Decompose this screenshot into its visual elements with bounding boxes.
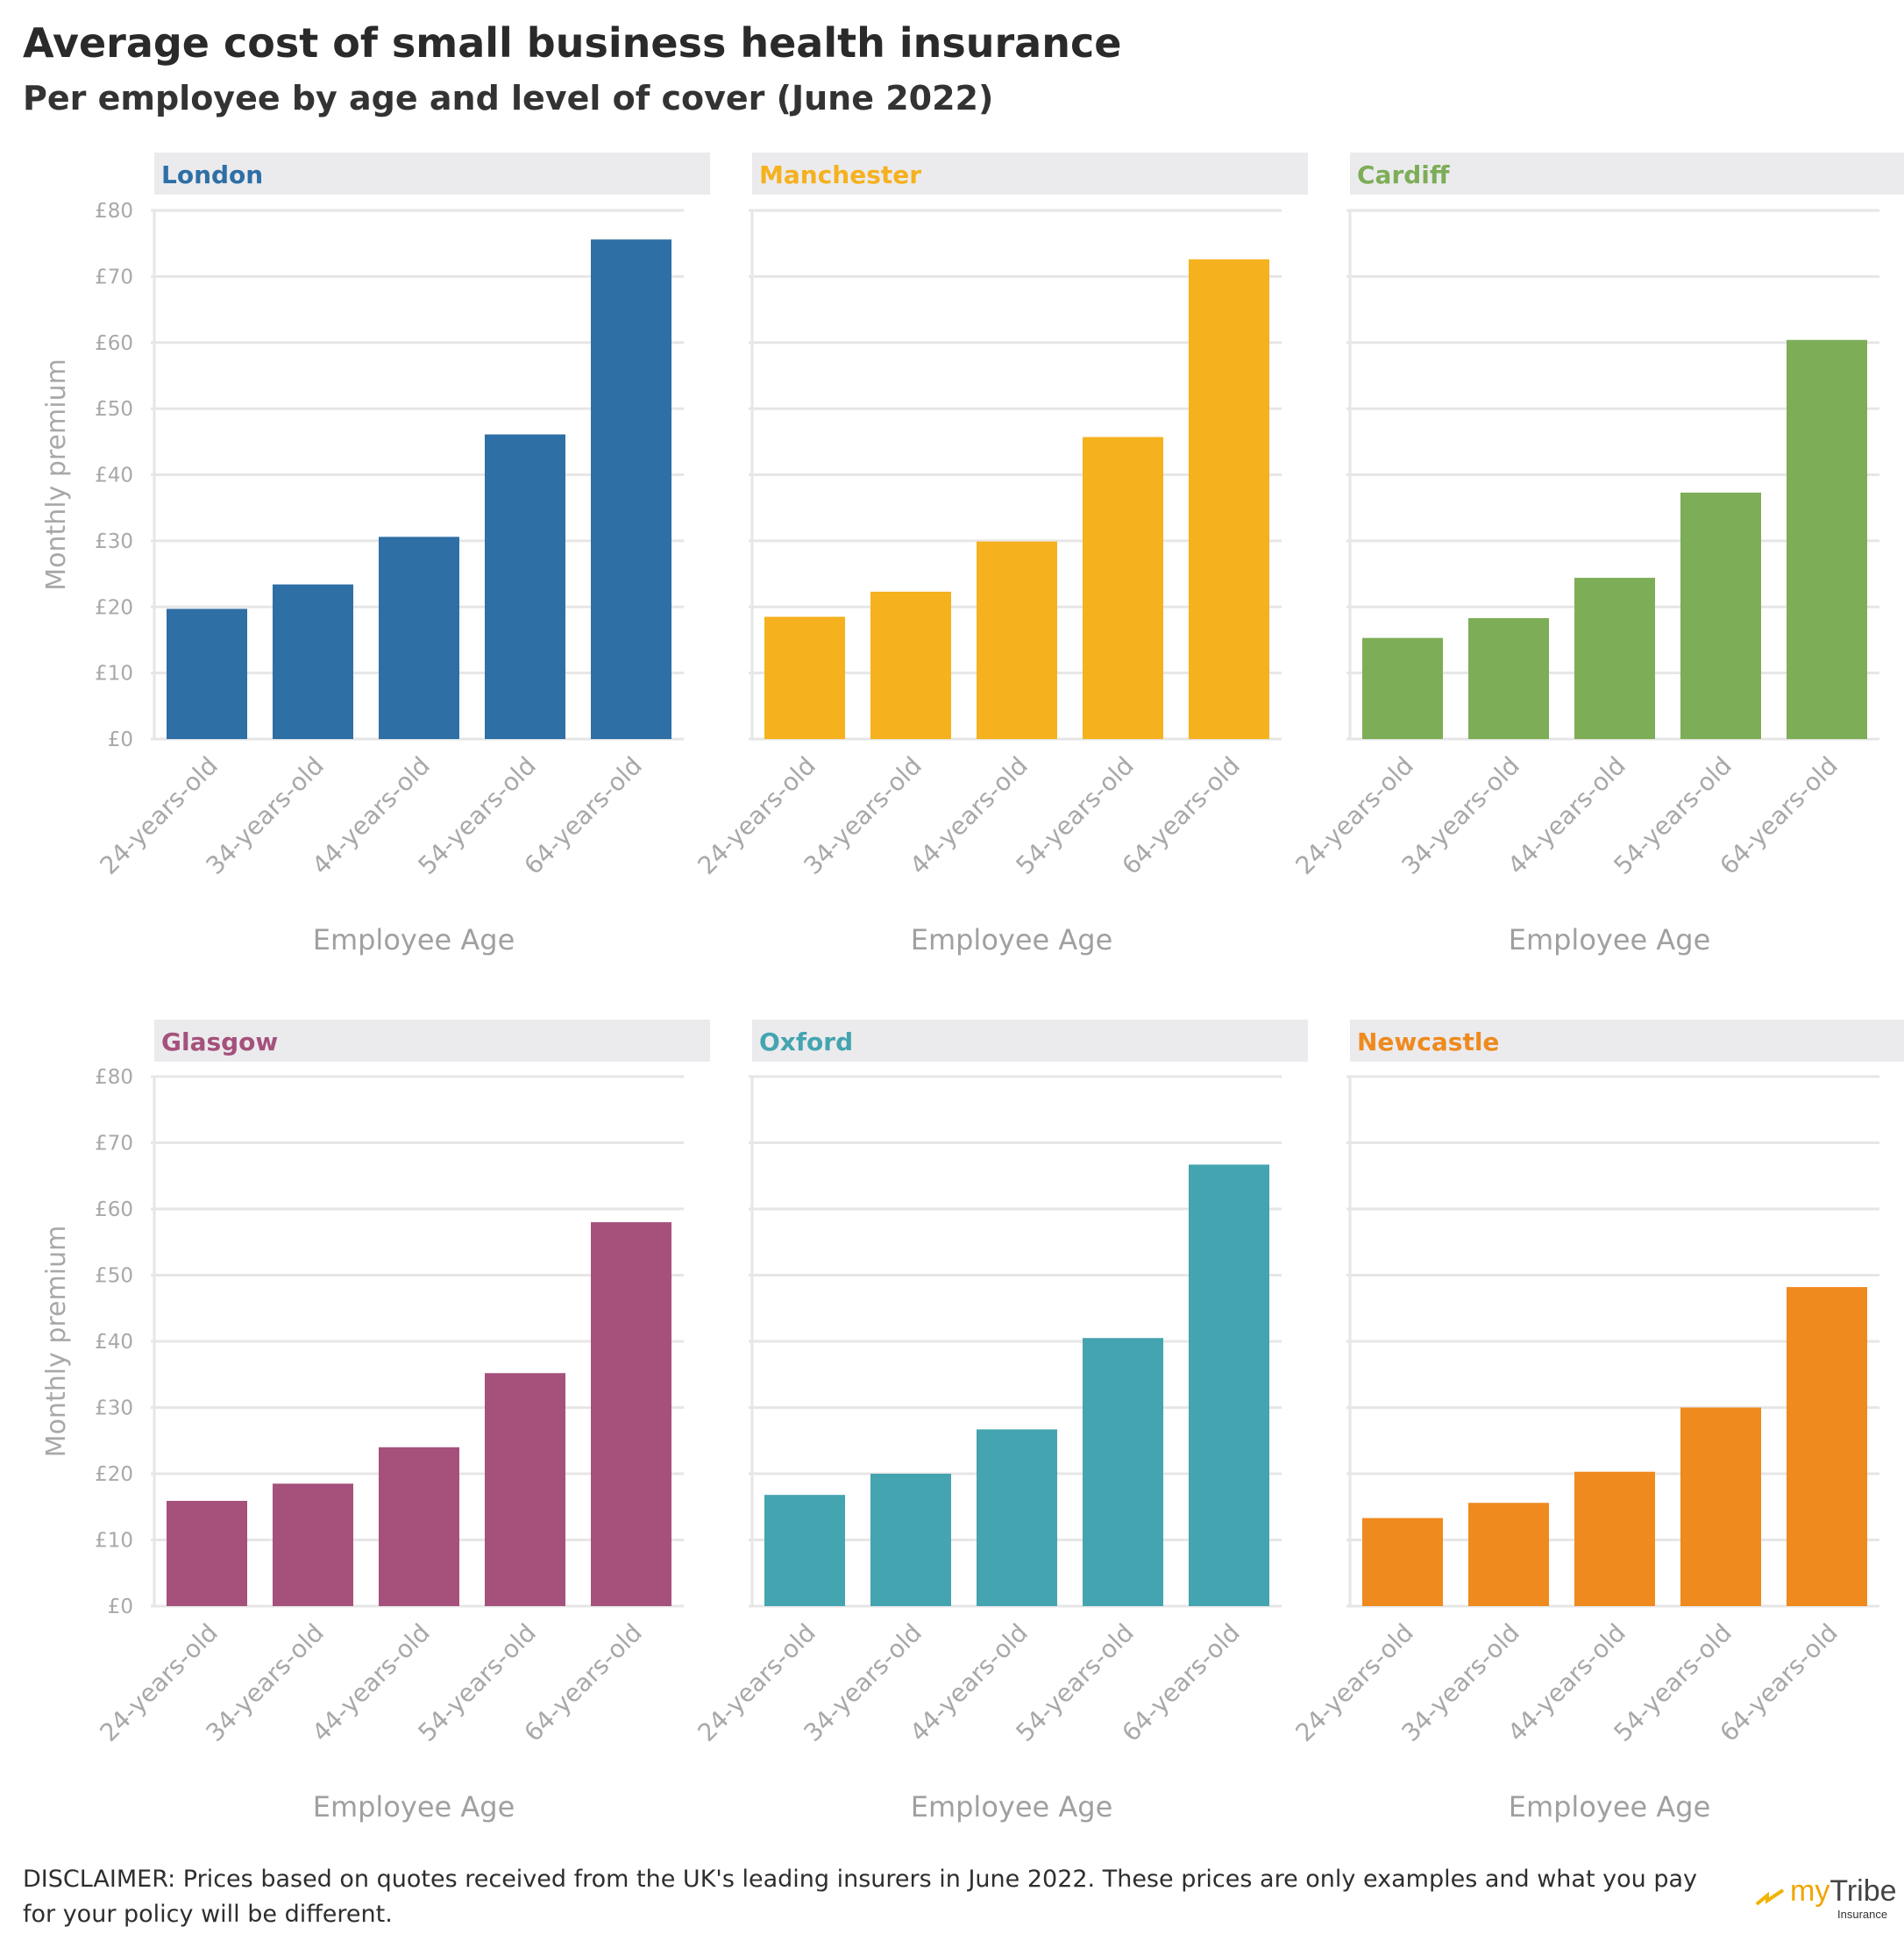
panel-strip <box>154 153 710 195</box>
y-tick-label: £20 <box>95 1463 133 1486</box>
x-axis-title: Employee Age <box>911 1790 1113 1824</box>
panel-oxford: Oxford24-years-old34-years-old44-years-o… <box>692 1020 1308 1824</box>
y-tick-label: £60 <box>95 332 133 355</box>
chart-subtitle: Per employee by age and level of cover (… <box>23 79 994 117</box>
bar-54-years-old <box>1083 1338 1163 1606</box>
y-tick-label: £30 <box>95 1397 133 1420</box>
y-tick-label: £0 <box>108 729 133 751</box>
panel-strip <box>1350 1020 1904 1062</box>
bar-34-years-old <box>273 584 353 739</box>
panel-title: Newcastle <box>1357 1027 1499 1056</box>
bar-34-years-old <box>1468 618 1549 739</box>
disclaimer-text: DISCLAIMER: Prices based on quotes recei… <box>23 1866 1697 1928</box>
panel-strip <box>154 1020 710 1062</box>
x-axis-title: Employee Age <box>1509 1790 1711 1824</box>
x-axis-title: Employee Age <box>313 923 515 956</box>
y-tick-label: £70 <box>95 1133 133 1155</box>
y-tick-label: £30 <box>95 530 133 553</box>
panel-strip <box>752 153 1308 195</box>
bar-64-years-old <box>591 1222 671 1606</box>
bar-24-years-old <box>167 608 247 739</box>
bar-64-years-old <box>1189 259 1269 740</box>
panel-newcastle: Newcastle24-years-old34-years-old44-year… <box>1289 1020 1904 1824</box>
bar-44-years-old <box>1574 578 1655 739</box>
bar-44-years-old <box>379 1447 459 1606</box>
y-tick-label: £20 <box>95 596 133 619</box>
bar-64-years-old <box>1787 339 1867 739</box>
bar-54-years-old <box>1083 437 1163 739</box>
logo-brand: myTribe <box>1790 1874 1897 1909</box>
panel-title: Cardiff <box>1357 160 1450 189</box>
panel-glasgow: Glasgow£0£10£20£30£40£50£60£70£8024-year… <box>41 1020 710 1824</box>
logo-mark-icon <box>1755 1888 1785 1906</box>
y-tick-label: £50 <box>95 1265 133 1288</box>
y-tick-label: £70 <box>95 266 133 288</box>
panel-title: Glasgow <box>161 1027 278 1056</box>
y-tick-label: £10 <box>95 1530 133 1553</box>
bar-24-years-old <box>1362 637 1443 739</box>
y-tick-label: £0 <box>108 1596 133 1618</box>
logo-brand-main: Tribe <box>1829 1874 1897 1908</box>
bar-44-years-old <box>379 537 459 739</box>
mytribe-logo: myTribe Insurance <box>1753 1874 1897 1927</box>
panel-title: Oxford <box>759 1027 853 1056</box>
bar-34-years-old <box>1468 1503 1549 1606</box>
y-tick-label: £80 <box>95 1066 133 1089</box>
bar-34-years-old <box>870 1474 951 1606</box>
x-axis-title: Employee Age <box>313 1790 515 1824</box>
panel-strip <box>752 1020 1308 1062</box>
bar-54-years-old <box>485 1373 565 1606</box>
bar-64-years-old <box>1787 1287 1867 1606</box>
y-tick-label: £60 <box>95 1198 133 1221</box>
y-tick-label: £80 <box>95 200 133 223</box>
bar-24-years-old <box>764 1495 845 1606</box>
bar-44-years-old <box>977 541 1057 739</box>
panel-title: London <box>161 160 263 189</box>
bar-44-years-old <box>1574 1471 1655 1606</box>
bar-54-years-old <box>1680 1407 1761 1606</box>
bar-64-years-old <box>1189 1164 1269 1606</box>
panel-strip <box>1350 153 1904 195</box>
bar-24-years-old <box>764 616 845 739</box>
panel-title: Manchester <box>759 160 921 189</box>
x-axis-title: Employee Age <box>911 923 1113 956</box>
panel-manchester: Manchester24-years-old34-years-old44-yea… <box>692 153 1308 956</box>
chart-title: Average cost of small business health in… <box>23 19 1122 67</box>
y-axis-title: Monthly premium <box>41 1226 72 1458</box>
panel-cardiff: Cardiff24-years-old34-years-old44-years-… <box>1289 153 1904 956</box>
y-tick-label: £40 <box>95 1331 133 1354</box>
y-axis-title: Monthly premium <box>41 359 72 591</box>
bar-24-years-old <box>1362 1518 1443 1606</box>
bar-54-years-old <box>485 434 565 739</box>
bar-34-years-old <box>870 591 951 739</box>
bar-54-years-old <box>1680 492 1761 739</box>
logo-brand-prefix: my <box>1790 1874 1830 1908</box>
y-tick-label: £10 <box>95 663 133 686</box>
bar-34-years-old <box>273 1483 353 1606</box>
y-tick-label: £50 <box>95 398 133 421</box>
bar-24-years-old <box>167 1500 247 1606</box>
bar-64-years-old <box>591 239 671 739</box>
panel-london: London£0£10£20£30£40£50£60£70£8024-years… <box>41 153 710 956</box>
bar-44-years-old <box>977 1429 1057 1606</box>
logo-brand-sub: Insurance <box>1837 1908 1888 1921</box>
y-tick-label: £40 <box>95 465 133 487</box>
x-axis-title: Employee Age <box>1509 923 1711 956</box>
